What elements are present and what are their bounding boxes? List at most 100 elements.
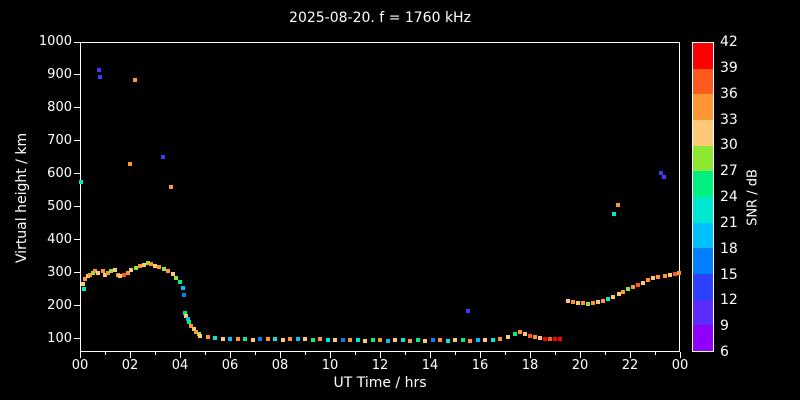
y-tick-label: 200 [47, 297, 72, 313]
x-tick-label: 00 [71, 358, 89, 373]
data-point [415, 338, 420, 343]
data-point [235, 337, 240, 342]
data-point [273, 336, 277, 341]
data-point [565, 298, 570, 303]
data-point [460, 338, 465, 343]
y-tick-mark [74, 41, 80, 43]
data-point [303, 336, 307, 341]
data-point [198, 333, 202, 338]
colorbar-segment [693, 94, 713, 121]
data-point [513, 331, 517, 336]
colorbar-segment [693, 171, 713, 198]
colorbar-tick-label: 30 [720, 137, 738, 154]
x-tick-label: 00 [671, 358, 689, 373]
data-point [523, 331, 527, 336]
colorbar-label: SNR / dB [745, 169, 761, 226]
colorbar-tick-label: 9 [720, 318, 729, 335]
colorbar-tick-label: 15 [720, 266, 738, 283]
data-point [370, 338, 375, 343]
x-tick-label: 16 [471, 358, 489, 373]
x-minor-tick-mark [554, 352, 556, 355]
data-point [676, 270, 681, 275]
data-point [620, 289, 625, 294]
data-point [185, 317, 190, 322]
data-point [668, 273, 672, 278]
data-point [650, 276, 655, 281]
data-point [191, 326, 196, 331]
data-point [98, 74, 102, 79]
data-point [90, 270, 95, 275]
data-point [81, 287, 86, 292]
y-tick-mark [74, 305, 80, 307]
x-tick-label: 06 [221, 358, 239, 373]
y-tick-mark [74, 74, 80, 76]
x-minor-tick-mark [654, 352, 656, 355]
colorbar-tick-label: 12 [720, 292, 738, 309]
data-point [165, 269, 170, 274]
y-tick-label: 1000 [38, 34, 72, 49]
data-point [145, 260, 150, 265]
x-tick-mark [629, 352, 631, 358]
data-point [169, 185, 174, 190]
x-tick-mark [579, 352, 581, 358]
data-point [213, 335, 217, 340]
x-tick-label: 20 [571, 358, 589, 373]
data-point [408, 339, 412, 344]
data-point [465, 308, 470, 313]
x-minor-tick-mark [104, 352, 106, 355]
x-minor-tick-mark [204, 352, 206, 355]
data-point [663, 274, 667, 279]
x-minor-tick-mark [454, 352, 456, 355]
data-point [558, 336, 562, 341]
chart-title: 2025-08-20. f = 1760 kHz [289, 10, 471, 26]
data-point [83, 277, 87, 282]
x-tick-label: 12 [371, 358, 389, 373]
data-point [600, 298, 605, 303]
data-point [575, 300, 580, 305]
data-point [149, 261, 154, 266]
colorbar-segment [693, 43, 713, 69]
x-tick-mark [429, 352, 431, 358]
colorbar-tick-label: 27 [720, 163, 738, 180]
data-point [186, 320, 191, 325]
data-point [125, 270, 130, 275]
data-point [183, 311, 187, 316]
colorbar-segment [693, 325, 713, 352]
x-minor-tick-mark [254, 352, 256, 355]
colorbar-segment [693, 248, 713, 275]
data-point [288, 336, 292, 341]
data-point [453, 338, 457, 343]
data-point [483, 338, 487, 343]
data-point [325, 338, 330, 343]
x-minor-tick-mark [404, 352, 406, 355]
x-tick-mark [529, 352, 531, 358]
x-tick-mark [179, 352, 181, 358]
data-point [625, 287, 630, 292]
data-point [109, 269, 114, 274]
data-point [605, 296, 610, 301]
data-point [258, 336, 262, 341]
data-point [505, 335, 510, 340]
data-point [538, 336, 542, 341]
y-tick-label: 900 [47, 66, 72, 82]
data-point [141, 262, 146, 267]
y-tick-label: 500 [47, 198, 72, 214]
x-tick-mark [379, 352, 381, 358]
data-point [178, 280, 182, 285]
data-point [615, 203, 620, 208]
data-point [630, 284, 635, 289]
colorbar-tick-label: 39 [720, 59, 738, 76]
data-point [96, 68, 101, 73]
data-point [640, 280, 645, 285]
x-tick-label: 22 [621, 358, 639, 373]
colorbar-tick-label: 33 [720, 111, 738, 128]
data-point [133, 77, 137, 82]
x-tick-label: 02 [121, 358, 139, 373]
data-point [490, 337, 495, 342]
data-point [661, 175, 666, 180]
y-tick-mark [74, 107, 80, 109]
data-point [348, 337, 352, 342]
data-point [129, 267, 134, 272]
data-point [595, 299, 600, 304]
data-point [543, 336, 547, 341]
